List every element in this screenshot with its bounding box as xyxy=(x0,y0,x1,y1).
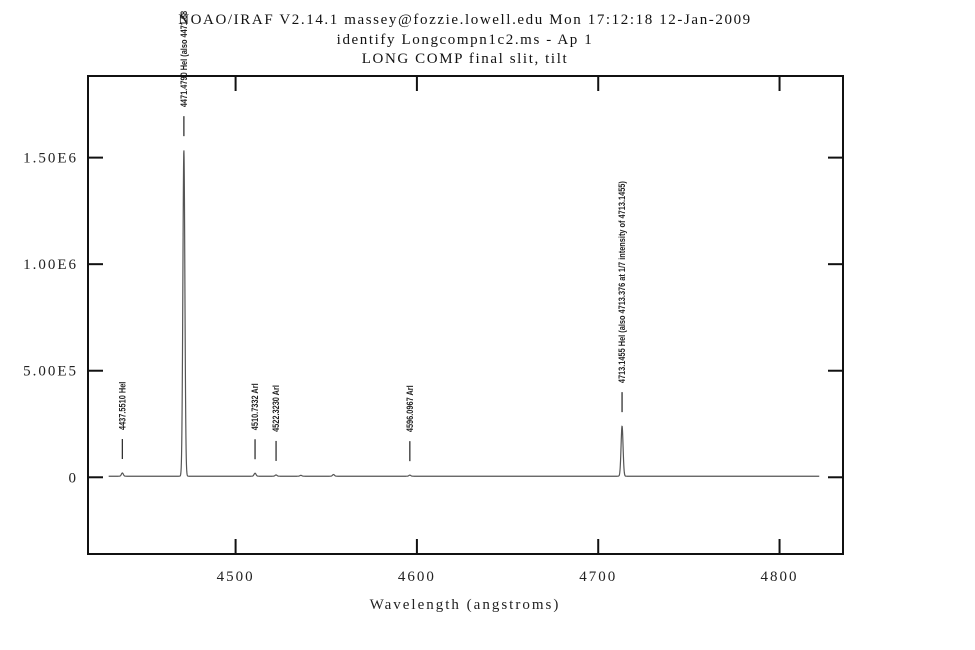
line-id-label: 4510.7332 ArI xyxy=(250,383,260,430)
line-id-label: 4522.3230 ArI xyxy=(271,385,281,432)
spectrum-line xyxy=(108,150,820,477)
x-axis-label: Wavelength (angstroms) xyxy=(370,597,561,613)
title-line-3: LONG COMP final slit, tilt xyxy=(362,51,568,67)
plot-marks: 4437.5510 HeI 4471.4790 HeI (also 4471.68… xyxy=(108,10,820,477)
y-tick-label: 5.00E5 xyxy=(23,364,78,380)
axis-ticks: 4500 4600 4700 4800 0 5.00E5 1.00E6 1.50E6 xyxy=(23,76,843,585)
y-tick-label: 1.00E6 xyxy=(23,257,78,273)
y-tick-label: 1.50E6 xyxy=(23,151,78,167)
x-tick-label: 4700 xyxy=(579,569,617,585)
plot-frame xyxy=(87,75,844,555)
x-tick-label: 4500 xyxy=(217,569,255,585)
title-line-2: identify Longcompn1c2.ms - Ap 1 xyxy=(337,32,594,48)
title-line-1: NOAO/IRAF V2.14.1 massey@fozzie.lowell.e… xyxy=(178,12,752,28)
y-tick-label: 0 xyxy=(69,470,79,486)
line-id-label: 4596.0967 ArI xyxy=(405,385,415,432)
line-id-label: 4471.4790 HeI (also 4471.68 xyxy=(179,10,189,107)
line-id-label: 4437.5510 HeI xyxy=(118,382,128,430)
x-tick-label: 4800 xyxy=(761,569,799,585)
x-tick-label: 4600 xyxy=(398,569,436,585)
line-id-label: 4713.1455 HeI (also 4713.376 at 1/7 inte… xyxy=(617,181,627,383)
